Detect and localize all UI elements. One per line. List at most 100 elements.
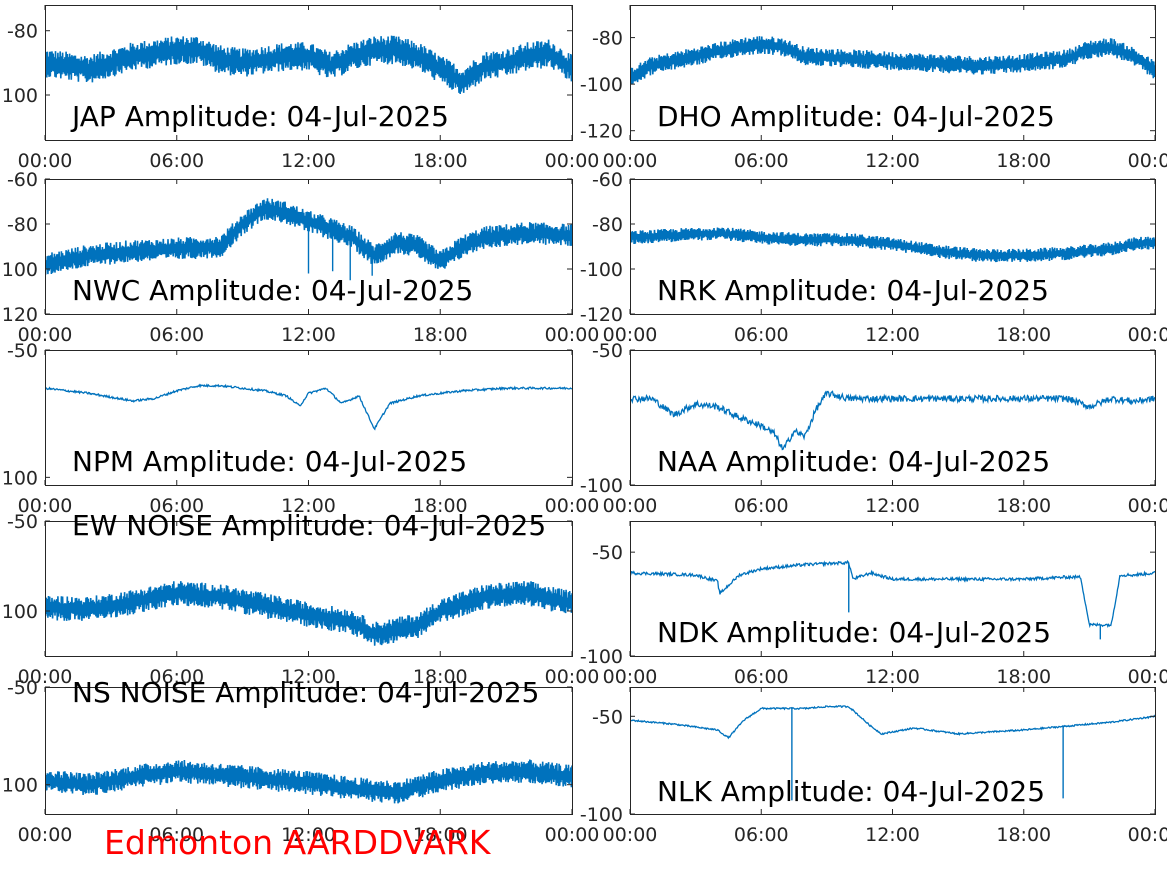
- y-tick-label: -80: [592, 214, 623, 236]
- x-tick-label: 00:00: [603, 150, 658, 172]
- x-tick-label: 06:00: [734, 324, 789, 346]
- y-tick-label: 100: [2, 601, 38, 623]
- y-tick-label: -120: [580, 121, 623, 143]
- x-tick-label: 12:00: [865, 666, 920, 688]
- x-tick-label: 18:00: [413, 824, 468, 846]
- x-tick-label: 00:00: [1128, 324, 1167, 346]
- y-tick-label: -60: [592, 169, 623, 191]
- series-line: [630, 227, 1155, 263]
- x-tick-label: 18:00: [413, 150, 468, 172]
- x-tick-label: 18:00: [996, 324, 1051, 346]
- x-tick-label: 18:00: [413, 324, 468, 346]
- x-tick-label: 00:00: [545, 495, 600, 517]
- series-line: [45, 383, 572, 431]
- x-tick-label: 00:00: [603, 824, 658, 846]
- panel-title: NLK Amplitude: 04-Jul-2025: [657, 775, 1045, 808]
- x-tick-label: 00:00: [18, 666, 73, 688]
- panel-2: 00:00 06:00 12:00 18:00 00:00 -60 -80 100 120 NWC…: [2, 169, 600, 346]
- x-tick-label: 00:00: [545, 824, 600, 846]
- panel-title: NS NOISE Amplitude: 04-Jul-2025: [72, 676, 539, 709]
- y-tick-label: 100: [2, 467, 38, 489]
- x-tick-label: 00:00: [1128, 824, 1167, 846]
- y-tick-label: -60: [7, 169, 38, 191]
- panel-title: NRK Amplitude: 04-Jul-2025: [657, 274, 1049, 307]
- x-tick-label: 06:00: [734, 824, 789, 846]
- x-tick-label: 18:00: [996, 150, 1051, 172]
- panel-5: 00:00 06:00 12:00 18:00 00:00 -50 -100 NAA Ampl…: [580, 340, 1167, 517]
- x-tick-label: 12:00: [281, 495, 336, 517]
- y-tick-label: -100: [580, 475, 623, 497]
- y-tick-label: 120: [2, 304, 38, 326]
- y-tick-label: -100: [580, 646, 623, 668]
- y-tick-label: -80: [592, 28, 623, 50]
- x-tick-label: 12:00: [865, 150, 920, 172]
- x-tick-label: 00:00: [18, 495, 73, 517]
- series-line: [630, 559, 1155, 629]
- x-tick-label: 12:00: [281, 150, 336, 172]
- x-tick-label: 18:00: [996, 824, 1051, 846]
- y-tick-label: -100: [580, 74, 623, 96]
- y-tick-label: -100: [580, 804, 623, 826]
- panel-title: JAP Amplitude: 04-Jul-2025: [70, 100, 449, 133]
- x-tick-label: 00:00: [1128, 150, 1167, 172]
- panel-8: 00:00 06:00 12:00 18:00 00:00 -50 100 NS NOISE …: [2, 676, 600, 846]
- x-tick-label: 00:00: [18, 324, 73, 346]
- x-tick-label: 00:00: [545, 666, 600, 688]
- panel-title: NWC Amplitude: 04-Jul-2025: [72, 274, 473, 307]
- panel-title: NAA Amplitude: 04-Jul-2025: [657, 445, 1050, 478]
- panel-0: 00:00 06:00 12:00 18:00 00:00 -80 100 JAP Ampli…: [2, 5, 599, 172]
- panel-1: 00:00 06:00 12:00 18:00 00:00 -80 -100 -120 DHO …: [580, 5, 1167, 172]
- x-tick-label: 12:00: [281, 824, 336, 846]
- x-tick-label: 12:00: [281, 324, 336, 346]
- y-tick-label: -50: [7, 340, 38, 362]
- y-tick-label: -50: [7, 511, 38, 533]
- panel-4: 00:00 06:00 12:00 18:00 00:00 -50 100 NPM Ampli…: [2, 340, 600, 517]
- series-line: [630, 705, 1155, 740]
- x-tick-label: 12:00: [865, 824, 920, 846]
- series-line: [45, 35, 572, 95]
- x-tick-label: 00:00: [18, 150, 73, 172]
- series-line: [630, 390, 1155, 451]
- series-line: [45, 198, 572, 275]
- x-tick-label: 06:00: [149, 666, 204, 688]
- x-tick-label: 18:00: [413, 666, 468, 688]
- y-tick-label: -50: [7, 677, 38, 699]
- y-tick-label: -50: [592, 706, 623, 728]
- y-tick-label: -50: [592, 340, 623, 362]
- y-tick-label: 100: [2, 85, 38, 107]
- x-tick-label: 00:00: [1128, 495, 1167, 517]
- y-tick-label: 100: [2, 775, 38, 797]
- panel-9: 00:00 06:00 12:00 18:00 00:00 -50 -100 NLK Ampl…: [580, 687, 1167, 846]
- x-tick-label: 06:00: [149, 495, 204, 517]
- x-tick-label: 06:00: [149, 150, 204, 172]
- x-tick-label: 12:00: [865, 495, 920, 517]
- panel-title: DHO Amplitude: 04-Jul-2025: [657, 100, 1055, 133]
- panel-title: NPM Amplitude: 04-Jul-2025: [72, 445, 467, 478]
- x-tick-label: 06:00: [734, 495, 789, 517]
- panel-3: 00:00 06:00 12:00 18:00 00:00 -60 -80 -100 -120 N…: [580, 169, 1167, 346]
- x-tick-label: 12:00: [281, 666, 336, 688]
- x-tick-label: 06:00: [734, 150, 789, 172]
- series-line: [630, 36, 1155, 85]
- series-line: [45, 581, 572, 646]
- panel-6: 00:00 06:00 12:00 18:00 00:00 -50 100 EW NOISE …: [2, 509, 600, 688]
- x-tick-label: 18:00: [996, 495, 1051, 517]
- series-line: [45, 759, 572, 804]
- x-tick-label: 00:00: [603, 666, 658, 688]
- y-tick-label: -120: [580, 304, 623, 326]
- station-label: Edmonton AARDDVARK: [104, 823, 492, 862]
- y-tick-label: 100: [2, 259, 38, 281]
- y-tick-label: -80: [7, 21, 38, 43]
- x-tick-label: 06:00: [149, 824, 204, 846]
- panel-title: NDK Amplitude: 04-Jul-2025: [657, 616, 1051, 649]
- panel-7: 00:00 06:00 12:00 18:00 00:00 -50 -100 NDK Ampl…: [580, 521, 1167, 688]
- x-tick-label: 00:00: [603, 495, 658, 517]
- y-tick-label: -80: [7, 214, 38, 236]
- x-tick-label: 18:00: [996, 666, 1051, 688]
- x-tick-label: 06:00: [149, 324, 204, 346]
- x-tick-label: 00:00: [545, 324, 600, 346]
- x-tick-label: 12:00: [865, 324, 920, 346]
- x-tick-label: 00:00: [18, 824, 73, 846]
- x-tick-label: 18:00: [413, 495, 468, 517]
